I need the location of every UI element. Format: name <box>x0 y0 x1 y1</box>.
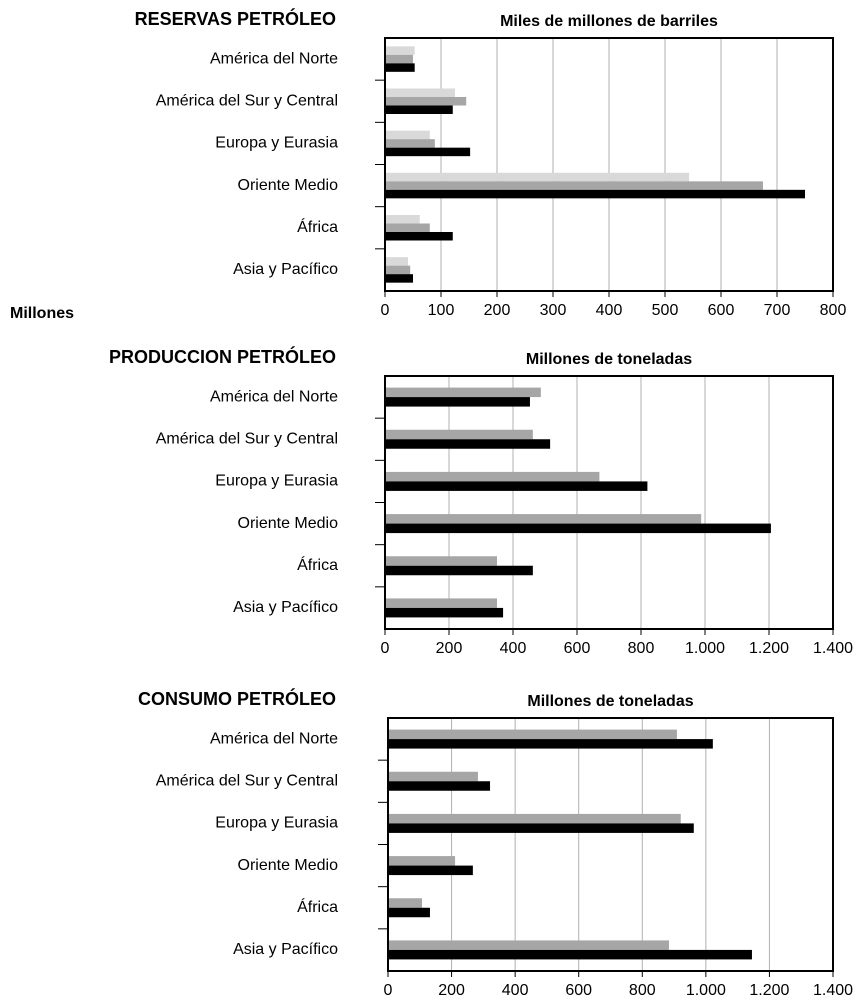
section-title: CONSUMO PETRÓLEO <box>138 688 336 709</box>
x-tick-label: 500 <box>652 302 679 319</box>
category-label: Oriente Medio <box>238 177 339 194</box>
bar <box>385 514 702 524</box>
x-tick-label: 100 <box>428 302 455 319</box>
plot-frame <box>384 375 834 630</box>
bar <box>388 898 423 908</box>
x-tick-label: 600 <box>565 982 592 999</box>
x-tick-label: 800 <box>820 302 847 319</box>
category-label: América del Norte <box>210 388 338 405</box>
x-tick-label: 700 <box>764 302 791 319</box>
category-label: Asia y Pacífico <box>233 599 338 616</box>
bar <box>388 739 713 749</box>
plot-frame <box>387 717 834 972</box>
x-tick-label: 1.000 <box>686 982 726 999</box>
bar <box>385 181 763 190</box>
x-tick-label: 400 <box>502 982 529 999</box>
bar <box>385 257 408 266</box>
category-label: Europa y Eurasia <box>215 473 338 490</box>
bar <box>385 556 497 566</box>
bar <box>388 865 473 876</box>
x-tick-label: 300 <box>540 302 567 319</box>
bar <box>385 54 413 64</box>
bar <box>385 147 471 157</box>
bar <box>385 274 413 283</box>
section-title: PRODUCCION PETRÓLEO <box>109 346 336 367</box>
category-label: Europa y Eurasia <box>215 135 338 152</box>
bar <box>385 397 530 407</box>
bar <box>385 429 533 440</box>
x-tick-label: 600 <box>564 640 591 657</box>
x-tick-label: 0 <box>384 982 393 999</box>
bar <box>388 949 752 960</box>
bar <box>385 46 415 55</box>
x-tick-label: 600 <box>708 302 735 319</box>
chart-title: Millones de toneladas <box>526 351 692 368</box>
plot-frame <box>384 37 834 292</box>
category-label: África <box>297 217 338 236</box>
x-tick-label: 200 <box>438 982 465 999</box>
bar <box>385 97 467 106</box>
bar <box>385 130 430 140</box>
bar <box>385 607 504 618</box>
x-tick-label: 200 <box>436 640 463 657</box>
bar <box>388 856 456 866</box>
bar <box>385 471 600 482</box>
bar <box>385 387 541 398</box>
annotation: Millones <box>10 305 74 322</box>
x-tick-label: 800 <box>628 640 655 657</box>
bar <box>388 781 491 791</box>
category-label: África <box>297 555 338 574</box>
category-label: Oriente Medio <box>238 857 339 874</box>
x-tick-label: 0 <box>381 640 390 657</box>
bar <box>385 215 420 224</box>
x-tick-label: 1.000 <box>685 640 725 657</box>
category-label: América del Sur y Central <box>156 430 338 447</box>
bar <box>385 63 415 72</box>
x-tick-label: 400 <box>596 302 623 319</box>
bar <box>388 771 478 782</box>
x-tick-label: 1.200 <box>749 982 789 999</box>
category-label: América del Norte <box>210 50 338 67</box>
bar <box>388 907 430 918</box>
x-tick-label: 1.400 <box>813 640 853 657</box>
bar <box>385 223 430 232</box>
x-tick-label: 400 <box>500 640 527 657</box>
bar <box>388 729 677 740</box>
category-label: Asia y Pacífico <box>233 941 338 958</box>
x-tick-label: 1.400 <box>813 982 853 999</box>
bar <box>385 439 551 449</box>
category-label: América del Sur y Central <box>156 92 338 109</box>
category-label: Oriente Medio <box>238 515 339 532</box>
bar <box>385 232 453 241</box>
category-label: América del Norte <box>210 730 338 747</box>
bar <box>388 823 694 833</box>
category-label: Europa y Eurasia <box>215 815 338 832</box>
bar <box>385 105 453 114</box>
bar <box>385 139 435 148</box>
x-tick-label: 0 <box>381 302 390 319</box>
bar <box>388 813 681 824</box>
x-tick-label: 200 <box>484 302 511 319</box>
bar <box>388 940 669 950</box>
category-label: Asia y Pacífico <box>233 261 338 278</box>
bar <box>385 565 533 576</box>
bar <box>385 265 411 275</box>
category-label: África <box>297 897 338 916</box>
x-tick-label: 800 <box>629 982 656 999</box>
x-tick-label: 1.200 <box>749 640 789 657</box>
chart-title: Millones de toneladas <box>527 693 693 710</box>
bar <box>385 172 690 182</box>
bar <box>385 598 497 608</box>
bar <box>385 481 648 491</box>
chart-title: Miles de millones de barriles <box>500 13 718 30</box>
bar <box>385 88 455 97</box>
category-label: América del Sur y Central <box>156 772 338 789</box>
section-title: RESERVAS PETRÓLEO <box>135 8 336 29</box>
bar <box>385 189 805 199</box>
bar <box>385 523 771 534</box>
